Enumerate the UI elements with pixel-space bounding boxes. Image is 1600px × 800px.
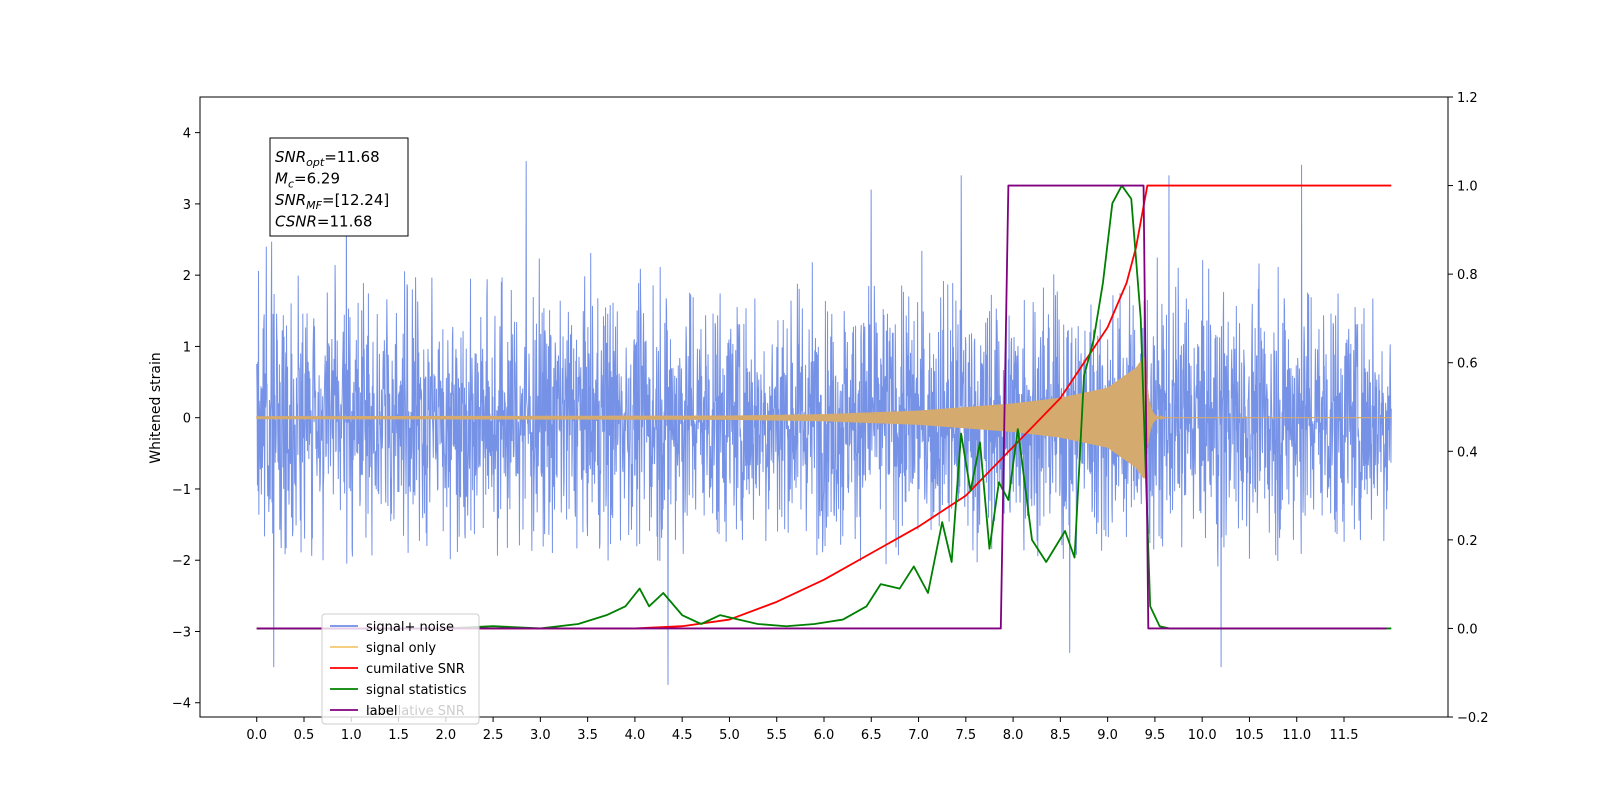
x-tick-label: 11.0 [1282,728,1311,743]
y-tick-label: −2 [172,554,191,569]
x-tick-label: 8.5 [1050,728,1071,743]
x-tick-label: 2.0 [435,728,456,743]
y-tick-label: 4 [183,127,191,142]
series-cumulative-snr [256,184,1392,630]
y-right-tick-label: 0.6 [1457,357,1478,372]
y-tick-label: −1 [172,483,191,498]
series-signal-noise [256,161,1392,685]
x-tick-label: 6.5 [861,728,882,743]
y-tick-label: −4 [172,697,191,712]
annotation-line: SNRopt=11.68 [275,148,380,169]
y-axis-left: −4 −3 −2 −1 0 1 2 3 4 [172,127,200,712]
legend-label: label [366,704,397,719]
legend-label: signal statistics [366,683,467,698]
x-tick-label: 6.0 [814,728,835,743]
x-tick-label: 1.0 [341,728,362,743]
annotation-line: Mc=6.29 [275,170,340,191]
x-tick-label: 5.5 [766,728,787,743]
y-axis-right: −0.2 0.0 0.2 0.4 0.6 0.8 1.0 1.2 [1448,91,1489,726]
x-tick-label: 5.0 [719,728,740,743]
y-right-tick-label: 1.0 [1457,180,1478,195]
y-tick-label: −3 [172,625,191,640]
y-right-tick-label: 0.4 [1457,445,1478,460]
y-right-tick-label: 0.8 [1457,268,1478,283]
x-tick-label: 1.5 [388,728,409,743]
x-tick-label: 7.5 [955,728,976,743]
y-right-tick-label: 0.2 [1457,534,1478,549]
legend-label: signal only [366,641,436,656]
x-tick-label: 3.0 [530,728,551,743]
y-tick-label: 2 [183,269,191,284]
y-right-tick-label: −0.2 [1457,711,1489,726]
x-tick-label: 4.0 [625,728,646,743]
x-tick-label: 11.5 [1330,728,1359,743]
x-tick-label: 10.5 [1235,728,1264,743]
x-tick-label: 3.5 [577,728,598,743]
x-axis: 0.0 0.5 1.0 1.5 2.0 2.5 3.0 3.5 4.0 4.5 5.0 5.5 6.0 6… [246,717,1358,743]
y-tick-label: 0 [183,412,191,427]
series-label [256,184,1387,630]
y-axis-title: Whitened strain [148,352,164,463]
x-tick-label: 9.5 [1145,728,1166,743]
y-tick-label: 3 [183,198,191,213]
y-right-tick-label: 0.0 [1457,622,1478,637]
plot-area [256,161,1392,685]
x-tick-label: 7.0 [908,728,929,743]
y-tick-label: 1 [183,340,191,355]
series-signal-only [256,357,1392,479]
annotation-line: CSNR=11.68 [275,213,372,231]
x-tick-label: 4.5 [672,728,693,743]
legend-label: cumilative SNR [366,662,465,677]
x-tick-label: 8.0 [1003,728,1024,743]
x-tick-label: 10.0 [1188,728,1217,743]
x-tick-label: 0.5 [294,728,315,743]
y-right-tick-label: 1.2 [1457,91,1478,106]
x-tick-label: 0.0 [246,728,267,743]
annotation-frame [269,137,409,237]
legend-frame [321,613,480,725]
x-tick-label: 9.0 [1097,728,1118,743]
annotation-line: SNRMF=[12.24] [275,191,389,212]
legend-label: signal+ noise [366,620,454,635]
stats-annotation-box: SNRopt=11.68Mc=6.29SNRMF=[12.24]CSNR=11.… [269,137,409,237]
x-tick-label: 2.5 [483,728,504,743]
